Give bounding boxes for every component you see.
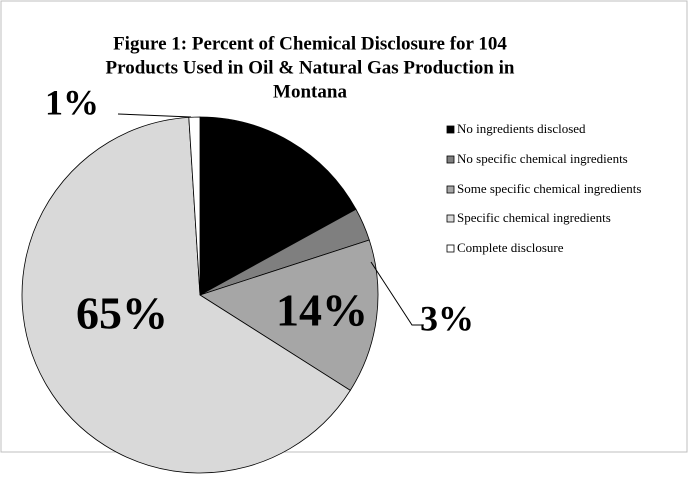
legend-label: No ingredients disclosed [457, 121, 586, 136]
legend-label: Complete disclosure [457, 240, 564, 255]
title-line: Figure 1: Percent of Chemical Disclosure… [113, 33, 507, 54]
data-label: 65% [76, 288, 168, 339]
chart-title: Figure 1: Percent of Chemical Disclosure… [106, 33, 515, 102]
legend-label: Specific chemical ingredients [457, 210, 611, 225]
title-line: Products Used in Oil & Natural Gas Produ… [106, 57, 515, 78]
title-line: Montana [273, 81, 347, 102]
data-label: 1% [45, 82, 99, 122]
pie-slice [199, 239, 379, 391]
legend-swatch [446, 185, 455, 194]
leader-line [117, 113, 192, 118]
legend-label: No specific chemical ingredients [457, 151, 628, 166]
pie-slice [199, 116, 357, 296]
legend-label: Some specific chemical ingredients [457, 181, 641, 196]
data-label: 14% [276, 285, 368, 336]
legend-swatch [446, 214, 455, 223]
pie-slice [21, 116, 351, 474]
data-label: 3% [420, 298, 474, 338]
legend-swatch [446, 155, 455, 164]
leader-line [370, 261, 424, 326]
data-label: 17% [246, 160, 338, 211]
legend-swatch [446, 244, 455, 253]
legend-swatch [446, 125, 455, 134]
